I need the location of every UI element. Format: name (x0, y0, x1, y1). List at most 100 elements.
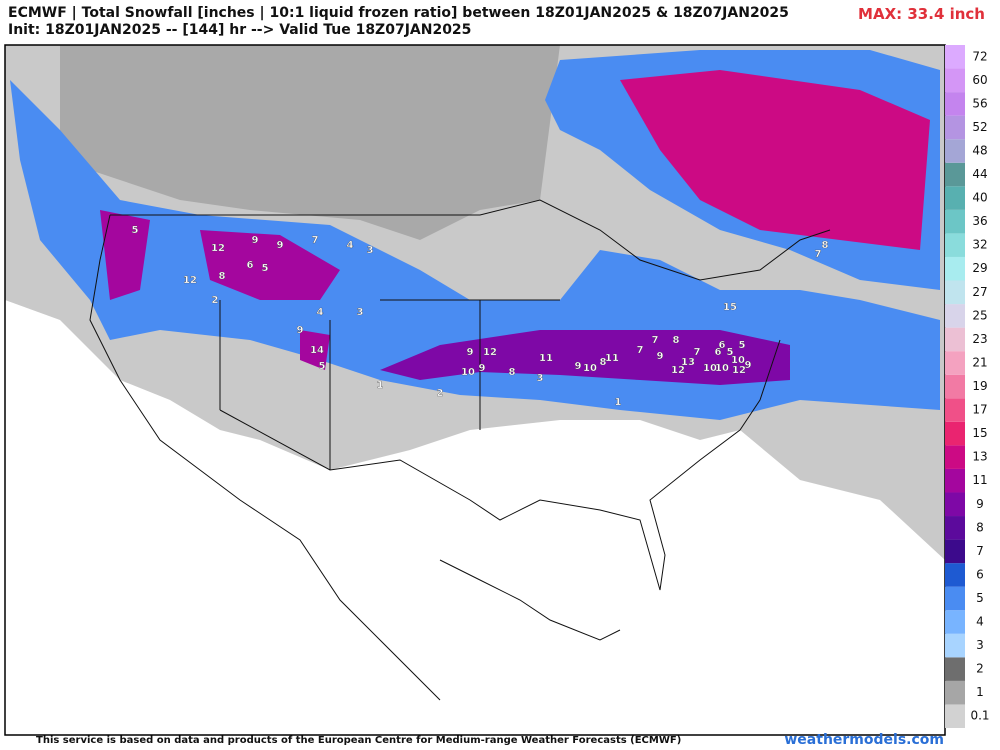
snow-amount-label: 5 (319, 361, 326, 372)
snow-amount-label: 1 (615, 397, 622, 408)
snow-amount-label: 4 (317, 307, 324, 318)
snow-amount-label: 9 (745, 360, 752, 371)
snow-amount-label: 7 (815, 249, 822, 260)
colorbar-label: 56 (972, 96, 987, 110)
snow-band-purple-west (100, 210, 340, 370)
snow-amount-label: 9 (297, 325, 304, 336)
colorbar-label: 8 (976, 520, 984, 534)
colorbar-swatch (945, 516, 965, 540)
colorbar-swatch (945, 492, 965, 517)
canada-gray (60, 45, 560, 240)
colorbar-label: 48 (972, 143, 987, 157)
colorbar-label: 17 (972, 403, 987, 417)
colorbar-label: 9 (976, 497, 984, 511)
colorbar-swatch (945, 657, 965, 681)
colorbar-swatch (945, 304, 965, 328)
snow-amount-label: 5 (262, 263, 269, 274)
colorbar-swatch (945, 704, 965, 728)
colorbar-label: 1 (976, 685, 984, 699)
snow-amount-label: 9 (467, 347, 474, 358)
colorbar-label: 15 (972, 426, 987, 440)
colorbar-swatch (945, 162, 965, 187)
snow-amount-label: 8 (509, 367, 516, 378)
colorbar-label: 2 (976, 662, 984, 676)
snow-amount-label: 6 (247, 260, 254, 271)
colorbar-swatch (945, 586, 965, 611)
colorbar-swatch (945, 468, 965, 493)
colorbar-label: 19 (972, 379, 987, 393)
snow-amount-label: 13 (681, 357, 695, 368)
snow-amount-label: 1 (377, 380, 384, 391)
colorbar-swatch (945, 610, 965, 634)
snow-amount-label: 8 (673, 335, 680, 346)
snow-amount-label: 2 (212, 295, 219, 306)
snow-amount-label: 7 (312, 235, 319, 246)
colorbar-swatch (945, 209, 965, 234)
colorbar-label: 23 (972, 332, 987, 346)
colorbar-swatch (945, 398, 965, 422)
snow-amount-label: 6 (715, 347, 722, 358)
colorbar-swatch (945, 233, 965, 257)
snow-amount-label: 12 (732, 365, 746, 376)
colorbar-label: 6 (976, 567, 984, 581)
colorbar-label: 0.1 (970, 709, 989, 723)
colorbar-swatch (945, 680, 965, 705)
snow-amount-label: 8 (219, 271, 226, 282)
snow-amount-label: 15 (723, 302, 737, 313)
max-label: MAX: 33.4 inch (858, 5, 985, 23)
colorbar-swatch (945, 421, 965, 446)
snow-amount-label: 3 (537, 373, 544, 384)
snow-amount-label: 2 (437, 388, 444, 399)
snow-amount-label: 5 (132, 225, 139, 236)
site-link[interactable]: weathermodels.com (784, 732, 944, 748)
colorbar-swatch (945, 115, 965, 140)
colorbar-swatch (945, 351, 965, 375)
colorbar-swatch (945, 186, 965, 210)
colorbar-swatch (945, 539, 965, 564)
snow-amount-label: 12 (211, 243, 225, 254)
colorbar-label: 27 (972, 285, 987, 299)
snow-band-magenta-ne (620, 70, 930, 250)
snow-amount-label: 12 (483, 347, 497, 358)
snow-amount-label: 5 (727, 347, 734, 358)
snow-amount-label: 6 (719, 340, 726, 351)
colorbar-swatch (945, 445, 965, 469)
colorbar-label: 36 (972, 214, 987, 228)
snow-amount-label: 7 (694, 347, 701, 358)
snow-amount-label: 10 (703, 363, 717, 374)
snow-amount-label: 4 (347, 240, 354, 251)
snow-amount-label: 8 (822, 240, 829, 251)
colorbar-swatch (945, 327, 965, 352)
colorbar-label: 11 (972, 473, 987, 487)
colorbar-label: 25 (972, 308, 987, 322)
snow-amount-label: 10 (715, 363, 729, 374)
subtitle: Init: 18Z01JAN2025 -- [144] hr --> Valid… (8, 22, 472, 38)
colorbar-label: 21 (972, 355, 987, 369)
borders (89, 199, 831, 701)
colorbar-label: 7 (976, 544, 984, 558)
snow-amount-label: 14 (310, 345, 324, 356)
snow-amount-label: 10 (731, 355, 745, 366)
colorbar-swatch (945, 374, 965, 399)
title: ECMWF | Total Snowfall [inches | 10:1 li… (8, 5, 789, 21)
snow-amount-label: 9 (657, 351, 664, 362)
snow-band-purple (380, 330, 790, 385)
snow-amount-label: 9 (252, 235, 259, 246)
snow-amount-label: 3 (357, 307, 364, 318)
colorbar-swatch (945, 92, 965, 116)
colorbar-label: 5 (976, 591, 984, 605)
colorbar-label: 32 (972, 238, 987, 252)
colorbar-swatch (945, 68, 965, 93)
credit: This service is based on data and produc… (36, 735, 682, 746)
colorbar-label: 3 (976, 638, 984, 652)
snow-amount-label: 12 (671, 365, 685, 376)
snow-amount-label: 11 (605, 353, 619, 364)
snow-amount-label: 9 (277, 240, 284, 251)
colorbar-label: 44 (972, 167, 987, 181)
colorbar-swatch (945, 139, 965, 163)
colorbar-label: 40 (972, 191, 987, 205)
colorbar-label: 52 (972, 120, 987, 134)
snow-amount-label: 3 (367, 245, 374, 256)
